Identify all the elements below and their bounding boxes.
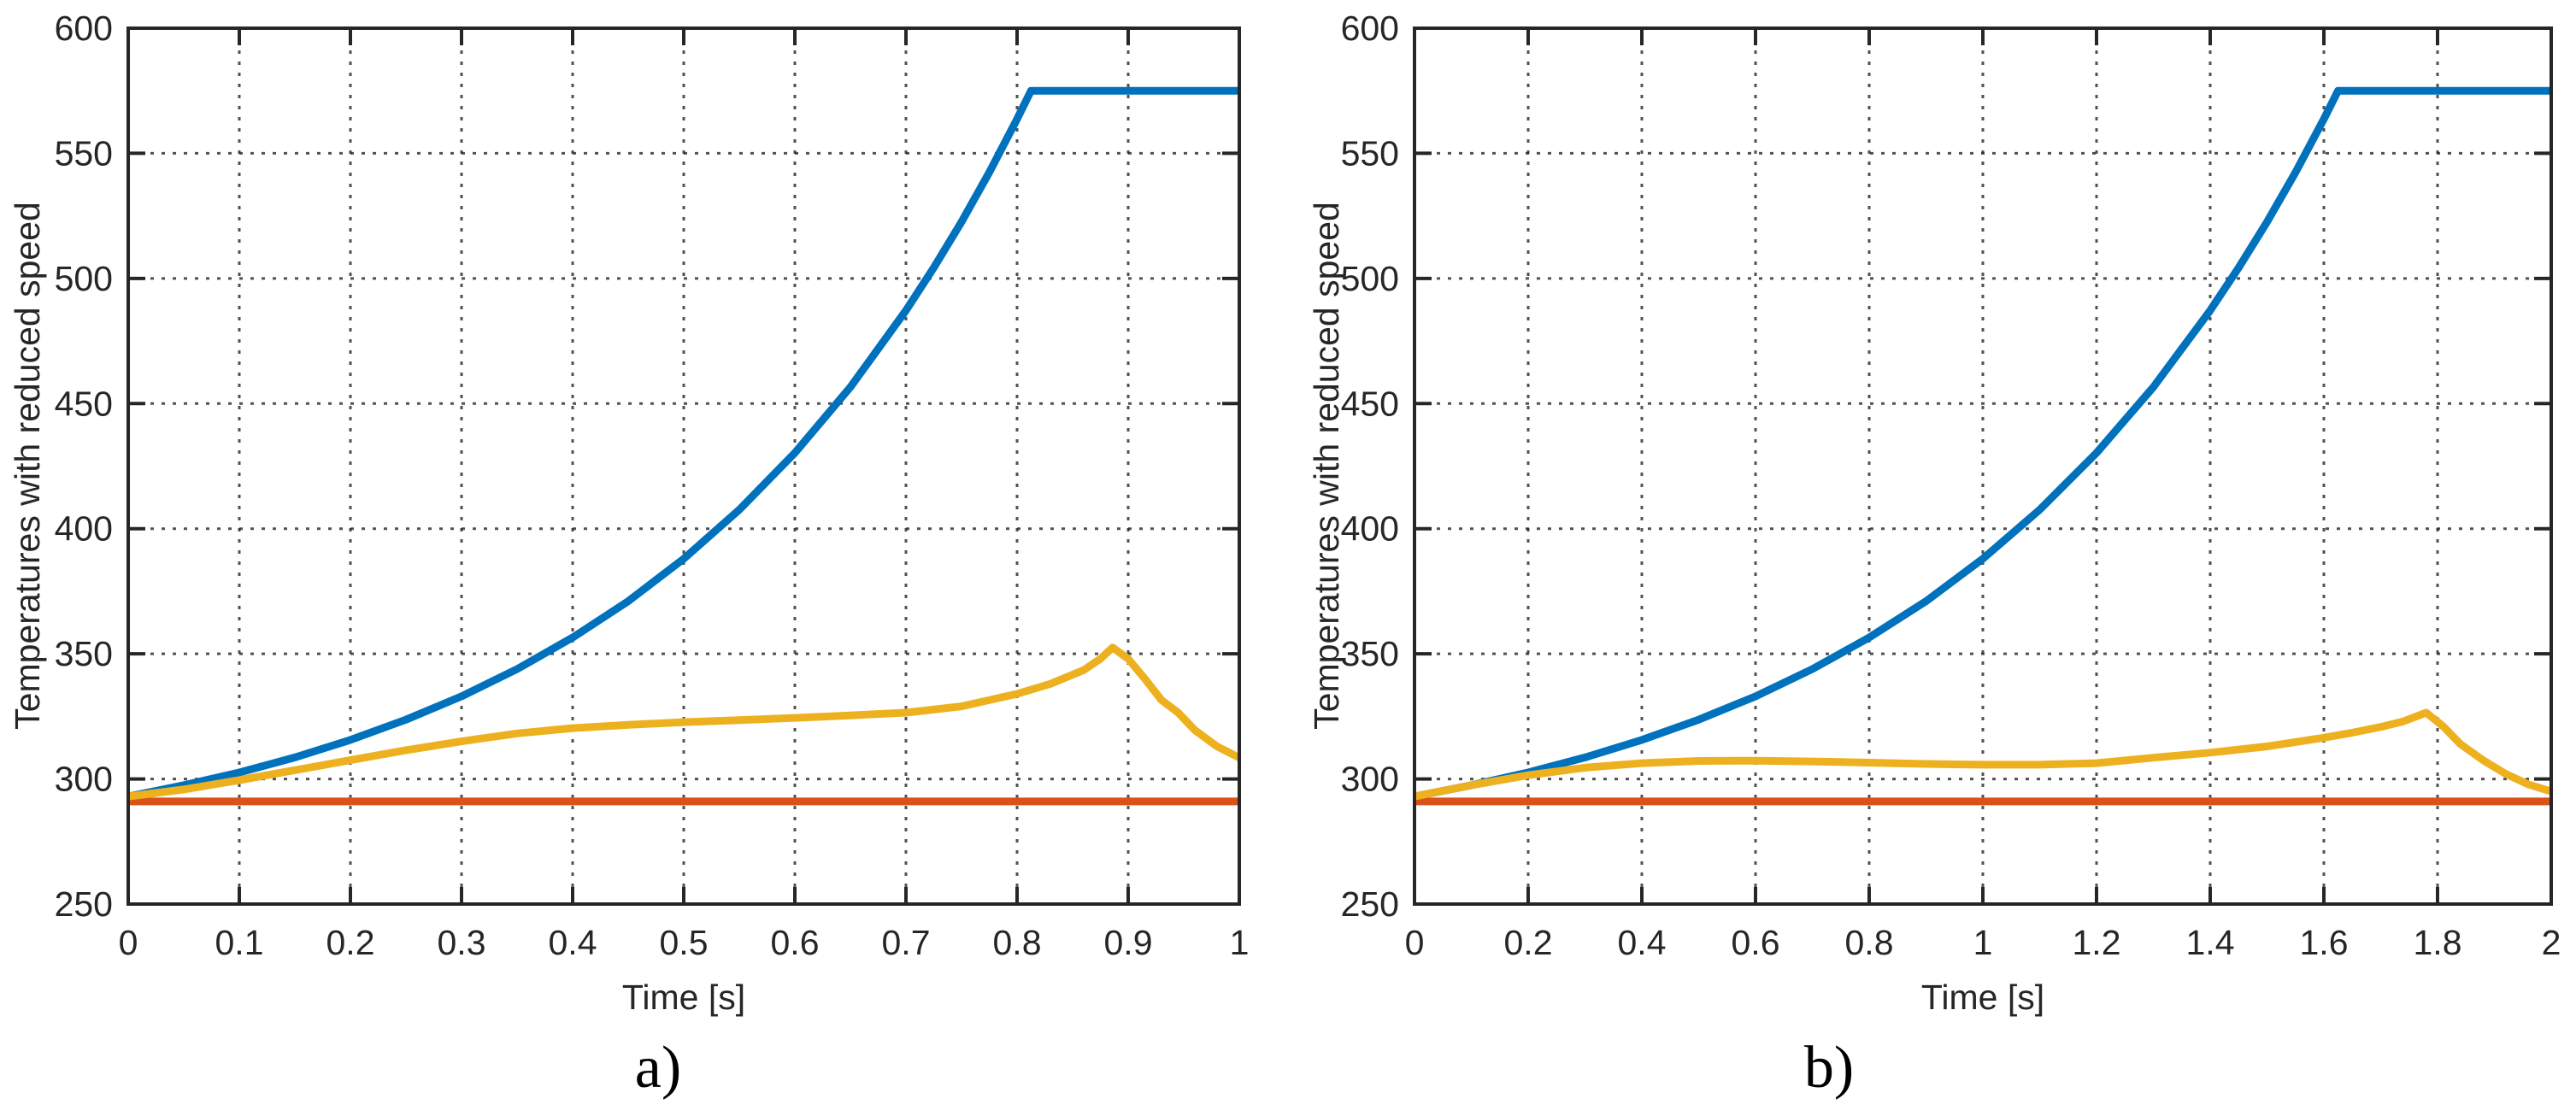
y-tick-label: 500: [55, 259, 113, 298]
x-tick-label: 0.7: [882, 923, 931, 962]
y-tick-label: 250: [55, 884, 113, 924]
x-tick-label: 0.8: [993, 923, 1042, 962]
y-tick-label: 550: [55, 133, 113, 173]
x-tick-label: 0.3: [438, 923, 486, 962]
x-tick-label: 0.1: [215, 923, 264, 962]
caption-panel-b: b): [1803, 1035, 1855, 1101]
x-tick-label: 0.2: [326, 923, 375, 962]
y-tick-label: 350: [55, 634, 113, 673]
series-line-blue-rising-saturating: [1414, 86, 2551, 801]
y-tick-label: 400: [1341, 509, 1399, 549]
x-tick-label: 1: [1973, 923, 1993, 962]
x-tick-label: 0.4: [549, 923, 597, 962]
x-tick-label: 0.6: [1732, 923, 1780, 962]
x-tick-label: 1.2: [2073, 923, 2121, 962]
y-tick-label: 450: [55, 384, 113, 423]
y-tick-label: 600: [55, 9, 113, 48]
series-line-yellow-peaked: [127, 643, 1242, 801]
y-tick-label: 300: [55, 760, 113, 799]
y-tick-label: 450: [1341, 384, 1399, 423]
y-tick-label: 500: [1341, 259, 1399, 298]
y-tick-label: 550: [1341, 133, 1399, 173]
x-tick-label: 1: [1230, 923, 1250, 962]
y-tick-label: 300: [1341, 760, 1399, 799]
x-tick-label: 0.2: [1504, 923, 1553, 962]
x-tick-label: 0.8: [1845, 923, 1894, 962]
series-line-yellow-peaked: [1414, 708, 2553, 801]
x-tick-label: 1.4: [2186, 923, 2235, 962]
y-axis-label-panel-b: Temperatures with reduced speed: [1307, 202, 1346, 730]
x-tick-label: 0.6: [771, 923, 820, 962]
y-tick-label: 250: [1341, 884, 1399, 924]
x-tick-label: 0: [1405, 923, 1425, 962]
caption-panel-a: a): [634, 1035, 682, 1101]
x-tick-label: 1.8: [2414, 923, 2462, 962]
x-tick-label: 0: [119, 923, 138, 962]
x-tick-label: 0.4: [1618, 923, 1667, 962]
x-tick-label: 1.6: [2300, 923, 2349, 962]
x-tick-label: 0.9: [1104, 923, 1153, 962]
y-tick-label: 400: [55, 509, 113, 549]
series-line-blue-rising-saturating: [127, 86, 1239, 801]
y-tick-label: 600: [1341, 9, 1399, 48]
x-axis-label-panel-b: Time [s]: [1920, 978, 2045, 1017]
x-tick-label: 2: [2542, 923, 2561, 962]
y-tick-label: 350: [1341, 634, 1399, 673]
x-tick-label: 0.5: [660, 923, 709, 962]
y-axis-label-panel-a: Temperatures with reduced speed: [8, 202, 47, 730]
x-axis-label-panel-a: Time [s]: [621, 978, 746, 1017]
